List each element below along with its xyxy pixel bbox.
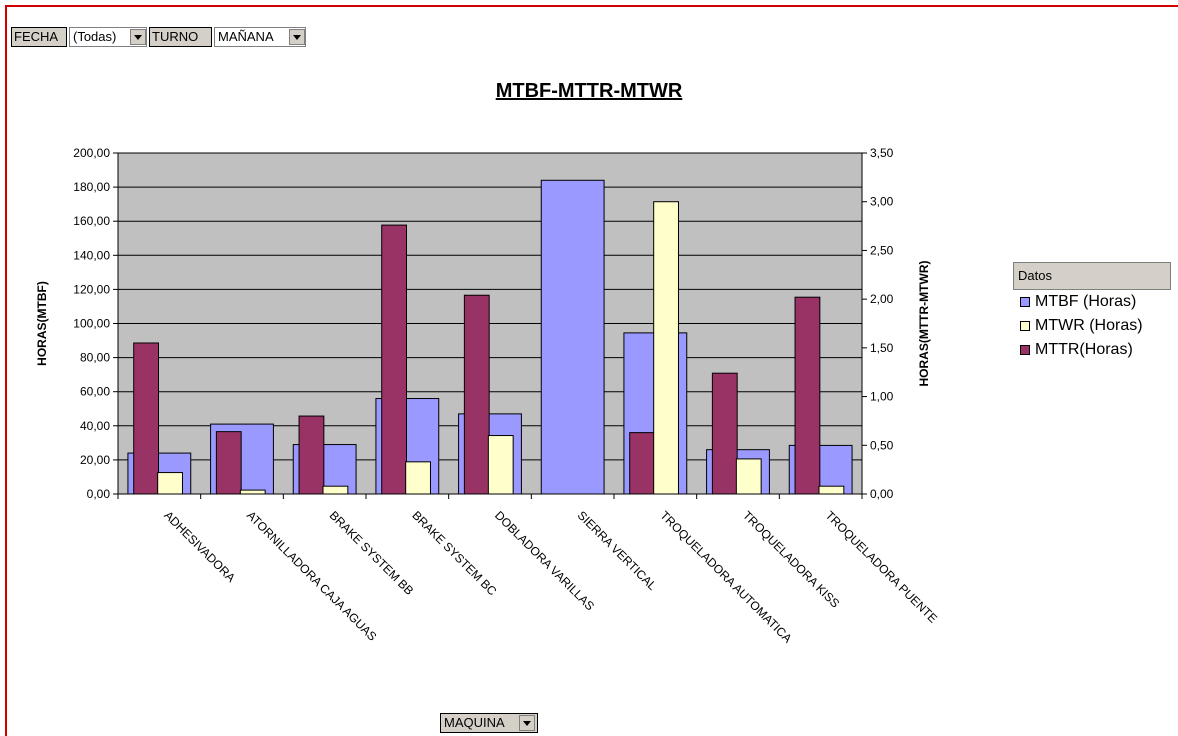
turno-field-button[interactable]: TURNO	[149, 27, 212, 47]
maquina-dropdown-arrow-icon[interactable]	[519, 715, 535, 731]
legend-swatch-mtwr	[1020, 321, 1030, 331]
legend-label-mttr: MTTR(Horas)	[1035, 341, 1133, 358]
legend-item-mttr: MTTR(Horas)	[1013, 338, 1171, 362]
maquina-label: MAQUINA	[444, 715, 505, 730]
legend-item-mtbf: MTBF (Horas)	[1013, 290, 1171, 314]
legend-item-mtwr: MTWR (Horas)	[1013, 314, 1171, 338]
legend-title[interactable]: Datos	[1013, 262, 1171, 290]
chart-title: MTBF-MTTR-MTWR	[495, 80, 683, 102]
legend-label-mtbf: MTBF (Horas)	[1035, 293, 1137, 310]
legend-swatch-mttr	[1020, 345, 1030, 355]
legend-swatch-mtbf	[1020, 297, 1030, 307]
chart-frame	[5, 5, 1178, 736]
fecha-filter-value[interactable]: (Todas)	[69, 27, 147, 47]
fecha-value-text: (Todas)	[73, 29, 117, 44]
legend: Datos MTBF (Horas) MTWR (Horas) MTTR(Hor…	[1013, 262, 1171, 362]
turno-value-text: MAÑANA	[218, 29, 274, 44]
fecha-field-button[interactable]: FECHA	[11, 27, 67, 47]
turno-dropdown-arrow-icon[interactable]	[289, 29, 305, 45]
maquina-field-button[interactable]: MAQUINA	[440, 713, 538, 733]
fecha-dropdown-arrow-icon[interactable]	[130, 29, 146, 45]
legend-label-mtwr: MTWR (Horas)	[1035, 317, 1143, 334]
turno-filter-value[interactable]: MAÑANA	[214, 27, 306, 47]
